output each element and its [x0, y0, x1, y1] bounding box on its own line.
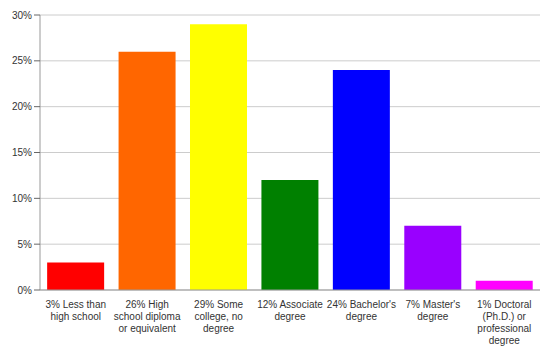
svg-text:24% Bachelor'sdegree: 24% Bachelor'sdegree: [327, 299, 396, 322]
svg-text:12% Associatedegree: 12% Associatedegree: [257, 299, 323, 322]
svg-text:10%: 10%: [12, 193, 32, 204]
svg-text:26% Highschool diplomaor equiv: 26% Highschool diplomaor equivalent: [114, 299, 181, 334]
svg-text:5%: 5%: [18, 239, 33, 250]
svg-text:0%: 0%: [18, 285, 33, 296]
svg-text:15%: 15%: [12, 147, 32, 158]
svg-text:7% Master'sdegree: 7% Master'sdegree: [406, 299, 461, 322]
svg-text:20%: 20%: [12, 101, 32, 112]
svg-text:29% Somecollege, nodegree: 29% Somecollege, nodegree: [194, 299, 243, 334]
svg-text:25%: 25%: [12, 55, 32, 66]
svg-text:3% Less thanhigh school: 3% Less thanhigh school: [45, 299, 106, 322]
svg-text:1% Doctoral(Ph.D.) orprofessio: 1% Doctoral(Ph.D.) orprofessionaldegree: [477, 299, 531, 346]
svg-text:30%: 30%: [12, 10, 32, 21]
